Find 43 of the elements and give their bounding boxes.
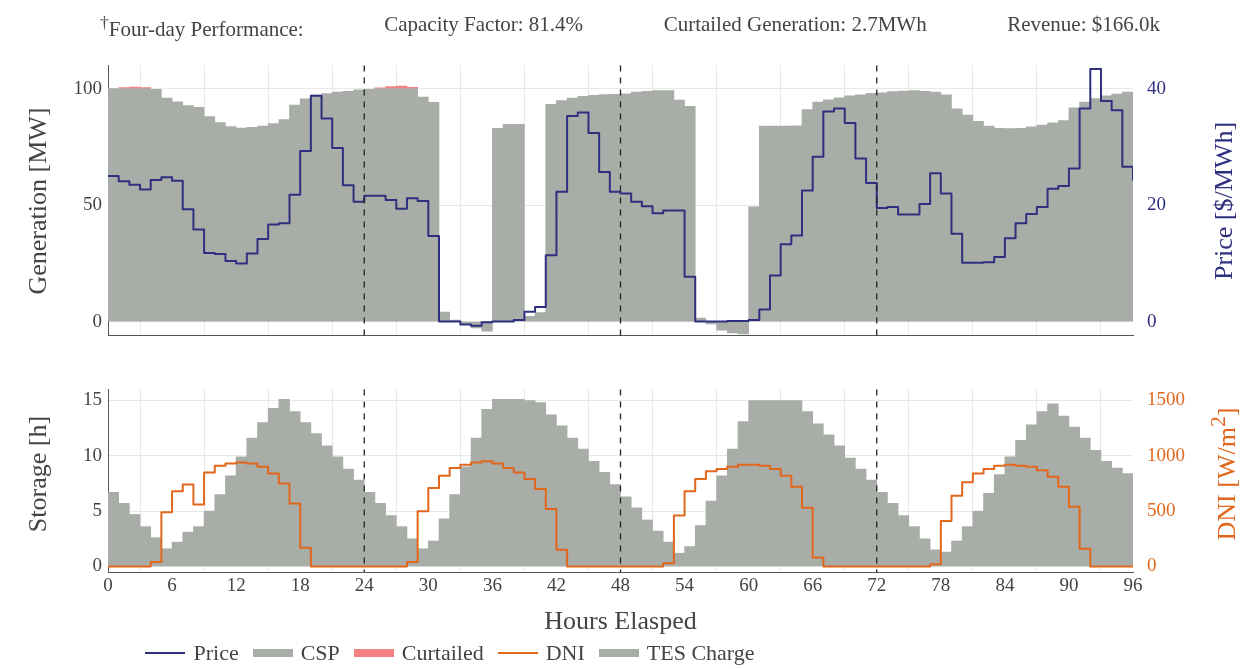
x-tick-label: 36 bbox=[482, 574, 502, 596]
text: $^{†}$Four-day Performance: bbox=[100, 12, 304, 42]
y-tick-label: 50 bbox=[83, 193, 102, 215]
x-tick-label: 72 bbox=[867, 574, 887, 596]
y-tick-label: 0 bbox=[92, 309, 102, 331]
legend-label: TES Charge bbox=[646, 640, 755, 666]
x-tick-label: 24 bbox=[354, 574, 375, 596]
x-tick-label: 54 bbox=[675, 574, 695, 596]
y-tick-label: 100 bbox=[73, 76, 102, 98]
text: Revenue: $166.0k bbox=[1007, 12, 1160, 38]
x-tick-label: 30 bbox=[418, 574, 438, 596]
y-tick-label: 5 bbox=[92, 499, 102, 521]
x-tick-label: 60 bbox=[739, 574, 759, 596]
y2-tick-label: 1000 bbox=[1147, 443, 1185, 465]
x-axis-title: Hours Elasped bbox=[543, 606, 698, 636]
y-axis-title: Generation [MW] bbox=[23, 107, 53, 294]
x-tick-label: 66 bbox=[803, 574, 823, 596]
legend-label: Price bbox=[193, 640, 239, 666]
legend-label: Curtailed bbox=[401, 640, 484, 666]
y-axis-title: Storage [h] bbox=[23, 415, 53, 532]
x-tick-label: 78 bbox=[931, 574, 951, 596]
y2-tick-label: 0 bbox=[1147, 554, 1157, 576]
y2-axis-title: Price [$/MWh] bbox=[1209, 121, 1239, 280]
legend-label: DNI bbox=[545, 640, 585, 666]
legend-label: CSP bbox=[300, 640, 340, 666]
text: Curtailed Generation: 2.7MWh bbox=[663, 12, 927, 38]
y2-tick-label: 0 bbox=[1147, 309, 1157, 331]
y-tick-label: 15 bbox=[83, 388, 102, 410]
x-tick-label: 90 bbox=[1059, 574, 1079, 596]
text: Capacity Factor: 81.4% bbox=[384, 12, 584, 38]
y2-tick-label: 500 bbox=[1147, 499, 1176, 521]
y-tick-label: 0 bbox=[92, 554, 102, 576]
y2-tick-label: 1500 bbox=[1147, 388, 1185, 410]
x-tick-label: 6 bbox=[167, 574, 177, 596]
y2-tick-label: 40 bbox=[1147, 76, 1166, 98]
y2-tick-label: 20 bbox=[1147, 193, 1166, 215]
y-tick-label: 10 bbox=[83, 443, 102, 465]
x-tick-label: 18 bbox=[290, 574, 310, 596]
x-tick-label: 48 bbox=[611, 574, 630, 596]
x-tick-label: 84 bbox=[995, 574, 1015, 596]
x-tick-label: 12 bbox=[226, 574, 246, 596]
x-tick-label: 42 bbox=[546, 574, 566, 596]
x-tick-label: 96 bbox=[1123, 574, 1143, 596]
